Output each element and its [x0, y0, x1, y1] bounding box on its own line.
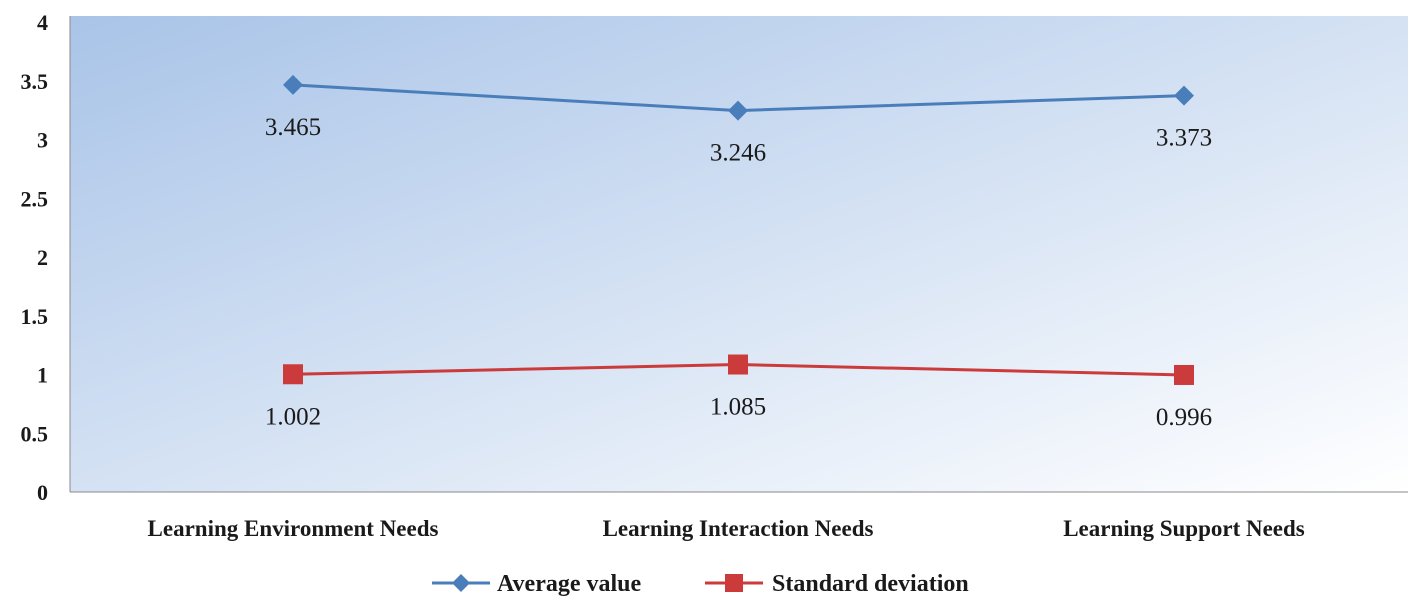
y-axis-ticks: 0 0.5 1 1.5 2 2.5 3 3.5 4 — [21, 10, 49, 505]
y-tick-label: 2 — [37, 245, 48, 270]
data-label: 3.246 — [710, 140, 766, 167]
y-tick-label: 4 — [37, 10, 48, 35]
legend-item: Standard deviation — [705, 571, 969, 597]
y-tick-label: 3.5 — [21, 69, 49, 94]
legend-marker-square — [725, 574, 743, 592]
legend-label: Standard deviation — [772, 571, 969, 597]
data-label: 3.465 — [265, 114, 321, 141]
y-tick-label: 3 — [37, 128, 48, 153]
data-point-diamond — [283, 74, 303, 95]
x-axis-categories: Learning Environment Needs Learning Inter… — [148, 516, 1305, 541]
x-category-label: Learning Environment Needs — [148, 516, 439, 541]
y-tick-label: 1 — [37, 363, 48, 388]
data-point-square — [283, 364, 303, 385]
data-label: 3.373 — [1156, 125, 1212, 152]
series-average-value: 3.465 3.246 3.373 — [265, 74, 1212, 167]
data-point-diamond — [1174, 85, 1194, 106]
y-tick-label: 0.5 — [21, 421, 49, 446]
data-label: 1.085 — [710, 394, 766, 421]
y-tick-label: 0 — [37, 480, 48, 505]
data-label: 1.002 — [265, 403, 321, 430]
legend-marker-diamond — [452, 574, 470, 592]
data-point-square — [1174, 364, 1194, 385]
data-point-diamond — [728, 100, 748, 121]
x-category-label: Learning Interaction Needs — [603, 516, 874, 541]
y-tick-label: 2.5 — [21, 186, 49, 211]
series-layer: 3.465 3.246 3.373 1.002 1.085 0.996 — [265, 74, 1212, 431]
y-tick-label: 1.5 — [21, 304, 49, 329]
legend: Average value Standard deviation — [432, 571, 969, 597]
x-category-label: Learning Support Needs — [1063, 516, 1305, 541]
series-standard-deviation: 1.002 1.085 0.996 — [265, 354, 1212, 431]
legend-item: Average value — [432, 571, 642, 597]
data-label: 0.996 — [1156, 404, 1212, 431]
legend-label: Average value — [497, 571, 642, 597]
data-point-square — [728, 354, 748, 375]
